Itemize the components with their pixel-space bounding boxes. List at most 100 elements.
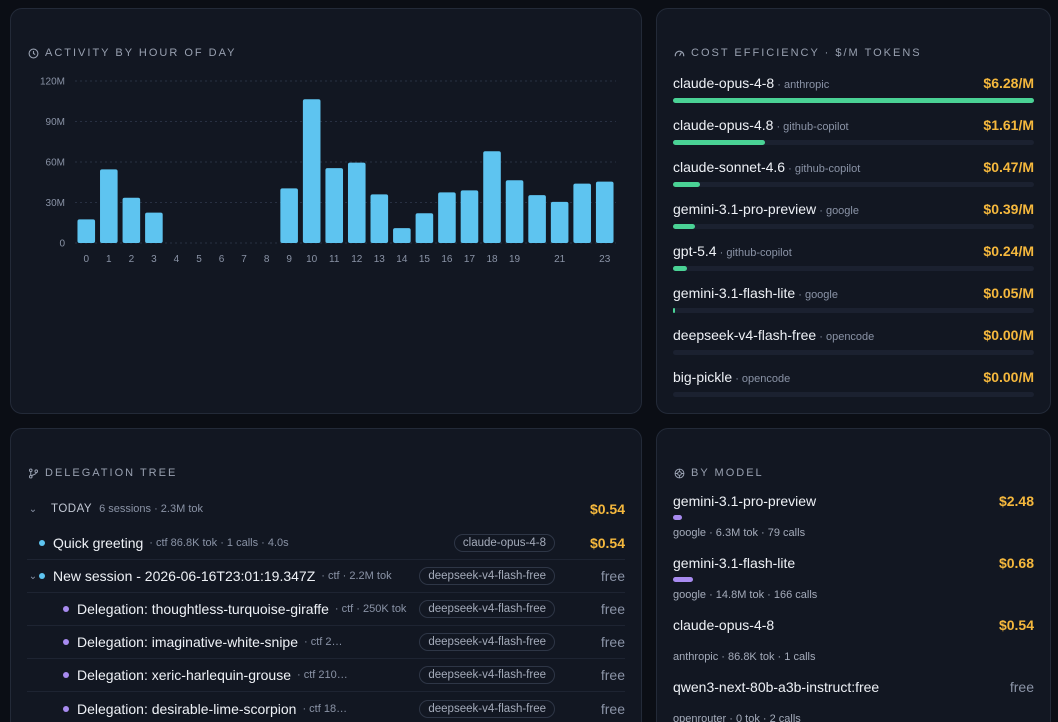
model-badge: claude-opus-4-8 — [453, 534, 555, 552]
tree-row[interactable]: Delegation: xeric-harlequin-grouse · ctf … — [27, 659, 625, 692]
status-dot — [39, 573, 45, 579]
x-tick-label: 6 — [219, 254, 225, 265]
status-dot — [63, 705, 69, 712]
activity-bar[interactable] — [460, 190, 479, 243]
activity-bar[interactable] — [145, 212, 163, 243]
model-row-line: qwen3-next-80b-a3b-instruct:free free — [673, 679, 1034, 695]
activity-bar[interactable] — [77, 219, 96, 243]
activity-bar[interactable] — [595, 181, 614, 243]
session-cost: $0.54 — [589, 535, 625, 551]
x-tick-label: 7 — [241, 254, 247, 265]
y-tick-label: 90M — [46, 117, 65, 128]
activity-bar[interactable] — [302, 99, 321, 243]
model-badge: deepseek-v4-flash-free — [419, 600, 555, 618]
activity-bar[interactable] — [550, 201, 569, 243]
activity-bar[interactable] — [505, 180, 524, 243]
cost-row-line: claude-opus-4.8 · github-copilot $1.61/M — [673, 117, 1034, 135]
x-tick-label: 9 — [286, 254, 292, 265]
cost-row-label: claude-opus-4.8 · github-copilot — [673, 117, 849, 135]
model-row[interactable]: qwen3-next-80b-a3b-instruct:free free open… — [673, 679, 1034, 722]
cost-row-label: gemini-3.1-flash-lite · google — [673, 285, 838, 303]
cost-bar-track — [673, 266, 1034, 271]
activity-bar[interactable] — [573, 183, 591, 243]
clock-icon — [28, 48, 39, 58]
model-bar-fill — [673, 515, 683, 520]
cost-bar-track — [673, 182, 1034, 187]
session-cost: free — [600, 700, 625, 717]
activity-bar[interactable] — [370, 194, 389, 243]
model-badge: deepseek-v4-flash-free — [419, 666, 555, 684]
price-per-million: $0.24/M — [983, 243, 1034, 259]
model-name: gemini-3.1-flash-lite — [673, 555, 796, 571]
cost-row-line: gemini-3.1-flash-lite · google $0.05/M — [673, 285, 1034, 303]
activity-bar[interactable] — [438, 192, 456, 243]
activity-bar[interactable] — [100, 169, 118, 243]
session-meta: · ctf 86.8K tok · 1 calls · 4.0s — [149, 537, 289, 549]
cube-icon — [674, 468, 685, 478]
by-model-title: BY MODEL — [674, 467, 764, 479]
activity-bar[interactable] — [122, 197, 141, 243]
price-per-million: $0.00/M — [983, 327, 1034, 343]
tree-row[interactable]: ⌄ New session - 2026-06-16T23:01:19.347Z ·… — [27, 560, 625, 593]
cost-row-line: big-pickle · opencode $0.00/M — [673, 369, 1034, 387]
model-row[interactable]: gemini-3.1-pro-preview $2.48 google · 6.3M… — [673, 493, 1034, 555]
session-name: New session - 2026-06-16T23:01:19.347Z — [53, 568, 316, 584]
cost-row[interactable]: gemini-3.1-flash-lite · google $0.05/M — [673, 285, 1034, 327]
tree-row[interactable]: Delegation: thoughtless-turquoise-giraff… — [27, 593, 625, 626]
y-tick-label: 30M — [46, 198, 65, 209]
x-tick-label: 18 — [486, 254, 498, 265]
price-per-million: $0.39/M — [983, 201, 1034, 217]
status-dot — [39, 540, 45, 546]
delegation-title: DELEGATION TREE — [28, 467, 177, 479]
activity-bar[interactable] — [347, 162, 366, 243]
x-tick-label: 2 — [129, 254, 135, 265]
cost-row[interactable]: gpt-5.4 · github-copilot $0.24/M — [673, 243, 1034, 285]
activity-bar[interactable] — [528, 195, 546, 243]
group-meta: 6 sessions · 2.3M tok — [99, 503, 203, 515]
x-tick-label: 3 — [151, 254, 157, 265]
activity-bar[interactable] — [415, 213, 434, 243]
price-per-million: $0.47/M — [983, 159, 1034, 175]
provider-name: · github-copilot — [716, 247, 792, 259]
model-row[interactable]: claude-opus-4-8 $0.54 anthropic · 86.8K to… — [673, 617, 1034, 679]
activity-bar[interactable] — [393, 228, 411, 243]
cost-row[interactable]: gemini-3.1-pro-preview · google $0.39/M — [673, 201, 1034, 243]
model-row[interactable]: gemini-3.1-flash-lite $0.68 google · 14.8M… — [673, 555, 1034, 617]
cost-bar-fill — [673, 140, 766, 145]
session-name: Delegation: xeric-harlequin-grouse — [77, 667, 292, 683]
session-cost: free — [600, 601, 625, 617]
session-cost: free — [600, 667, 625, 683]
x-tick-label: 4 — [174, 254, 180, 265]
session-cost: free — [600, 634, 625, 650]
cost-row[interactable]: claude-sonnet-4.6 · github-copilot $0.47/… — [673, 159, 1034, 201]
chevron-down-icon[interactable]: ⌄ — [28, 570, 38, 582]
cost-row[interactable]: claude-opus-4-8 · anthropic $6.28/M — [673, 75, 1034, 117]
model-cost: $2.48 — [998, 493, 1034, 509]
model-cost: $0.68 — [998, 555, 1034, 571]
x-tick-label: 17 — [464, 254, 476, 265]
model-bar-fill — [673, 577, 694, 582]
status-dot — [63, 672, 69, 678]
cost-row[interactable]: claude-opus-4.8 · github-copilot $1.61/M — [673, 117, 1034, 159]
gauge-icon — [674, 50, 685, 56]
session-name: Quick greeting — [53, 535, 144, 551]
group-today-header[interactable]: ⌄ TODAY 6 sessions · 2.3M tok $0.54 — [27, 497, 625, 521]
model-badge: deepseek-v4-flash-free — [419, 699, 555, 718]
cost-row-line: claude-sonnet-4.6 · github-copilot $0.47/… — [673, 159, 1034, 177]
tree-row[interactable]: Delegation: imaginative-white-snipe · ctf… — [27, 626, 625, 659]
x-tick-label: 14 — [396, 254, 408, 265]
chevron-down-icon[interactable]: ⌄ — [28, 503, 38, 515]
cost-row[interactable]: deepseek-v4-flash-free · opencode $0.00/M — [673, 327, 1034, 369]
session-meta: · ctf 210… — [297, 669, 348, 681]
activity-bar[interactable] — [483, 151, 501, 243]
tree-row[interactable]: Quick greeting · ctf 86.8K tok · 1 calls … — [27, 527, 625, 560]
by-model-list: gemini-3.1-pro-preview $2.48 google · 6.3M… — [673, 493, 1034, 722]
activity-bar[interactable] — [280, 188, 298, 243]
status-dot — [63, 606, 69, 612]
session-meta: · ctf 18… — [302, 702, 348, 715]
tree-row[interactable]: Delegation: desirable-lime-scorpion · ctf… — [27, 692, 625, 722]
cost-row-line: claude-opus-4-8 · anthropic $6.28/M — [673, 75, 1034, 93]
activity-bar[interactable] — [325, 168, 344, 243]
model-name: claude-opus-4.8 — [673, 117, 774, 133]
cost-row[interactable]: big-pickle · opencode $0.00/M — [673, 369, 1034, 411]
